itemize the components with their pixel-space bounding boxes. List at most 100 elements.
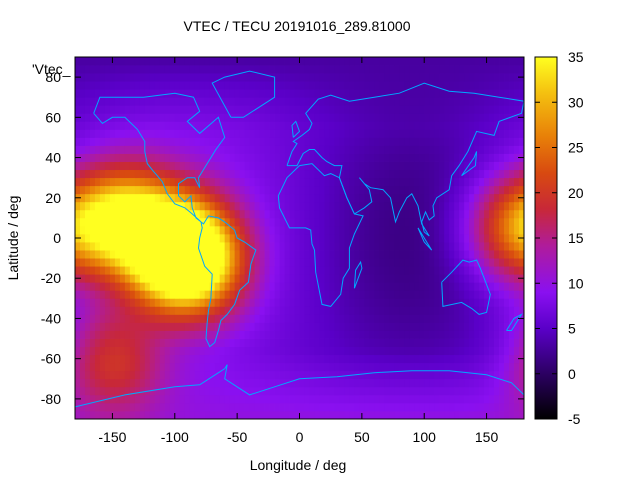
heatmap-cell (84, 145, 91, 154)
heatmap-cell (204, 233, 211, 243)
heatmap-cell (99, 314, 106, 323)
heatmap-cell (339, 137, 345, 146)
heatmap-cell (109, 266, 116, 275)
heatmap-cell (159, 217, 166, 227)
heatmap-cell (164, 402, 171, 412)
heatmap-cell (489, 322, 495, 331)
heatmap-cell (269, 338, 275, 347)
heatmap-cell (339, 354, 345, 364)
heatmap-cell (379, 73, 385, 82)
heatmap-cell (364, 57, 370, 66)
heatmap-cell (409, 185, 415, 195)
heatmap-cell (504, 306, 510, 315)
heatmap-cell (419, 410, 425, 420)
heatmap-cell (244, 169, 251, 179)
heatmap-cell (359, 193, 365, 203)
heatmap-cell (209, 386, 216, 396)
heatmap-cell (269, 217, 275, 227)
heatmap-cell (169, 378, 176, 388)
heatmap-cell (299, 362, 305, 372)
heatmap-cell (79, 57, 86, 66)
heatmap-cell (94, 193, 101, 203)
heatmap-cell (224, 322, 231, 331)
heatmap-cell (469, 121, 475, 130)
heatmap-cell (184, 346, 191, 356)
heatmap-cell (189, 298, 196, 307)
heatmap-cell (414, 282, 420, 291)
heatmap-cell (224, 193, 231, 203)
heatmap-cell (504, 129, 510, 138)
heatmap-cell (119, 89, 126, 98)
heatmap-cell (239, 233, 246, 243)
heatmap-cell (259, 410, 265, 420)
heatmap-cell (89, 258, 96, 267)
heatmap-cell (75, 57, 81, 66)
heatmap-cell (254, 306, 260, 315)
heatmap-cell (494, 274, 500, 283)
heatmap-cell (424, 386, 430, 396)
y-tick-label: 0 (53, 230, 61, 246)
heatmap-cell (114, 217, 121, 227)
heatmap-cell (189, 185, 196, 195)
heatmap-cell (274, 242, 280, 251)
heatmap-cell (169, 322, 176, 331)
heatmap-cell (324, 298, 330, 307)
heatmap-cell (399, 386, 405, 396)
heatmap-cell (214, 362, 221, 372)
heatmap-cell (449, 386, 455, 396)
heatmap-cell (414, 89, 420, 98)
heatmap-cell (194, 81, 201, 90)
heatmap-cell (184, 137, 191, 146)
heatmap-cell (134, 298, 141, 307)
heatmap-cell (209, 225, 216, 235)
heatmap-cell (479, 193, 485, 203)
heatmap-cell (139, 378, 146, 388)
heatmap-cell (179, 298, 186, 307)
heatmap-cell (304, 81, 310, 90)
heatmap-cell (434, 161, 440, 171)
heatmap-cell (244, 177, 251, 187)
heatmap-cell (519, 105, 525, 114)
heatmap-cell (84, 330, 91, 339)
heatmap-cell (504, 330, 510, 339)
heatmap-cell (454, 354, 460, 364)
heatmap-cell (129, 370, 136, 380)
heatmap-cell (259, 121, 265, 130)
heatmap-cell (164, 354, 171, 364)
heatmap-cell (154, 145, 161, 154)
heatmap-cell (119, 410, 126, 420)
heatmap-cell (254, 177, 260, 187)
heatmap-cell (329, 306, 335, 315)
heatmap-cell (89, 105, 96, 114)
heatmap-cell (159, 113, 166, 122)
heatmap-cell (169, 330, 176, 339)
heatmap-cell (349, 394, 355, 404)
heatmap-cell (299, 266, 305, 275)
heatmap-cell (284, 65, 290, 74)
heatmap-cell (444, 346, 450, 356)
heatmap-cell (309, 282, 315, 291)
heatmap-cell (499, 250, 505, 259)
heatmap-cell (124, 362, 131, 372)
heatmap-cell (104, 97, 111, 106)
heatmap-cell (409, 169, 415, 179)
heatmap-cell (359, 209, 365, 219)
heatmap-cell (194, 169, 201, 179)
heatmap-cell (369, 370, 375, 380)
heatmap-cell (114, 290, 121, 299)
heatmap-cell (454, 169, 460, 179)
heatmap-cell (474, 274, 480, 283)
heatmap-cell (499, 330, 505, 339)
heatmap-cell (469, 258, 475, 267)
heatmap-cell (229, 121, 236, 130)
heatmap-cell (344, 314, 350, 323)
heatmap-cell (314, 378, 320, 388)
heatmap-cell (414, 97, 420, 106)
heatmap-cell (169, 153, 176, 162)
heatmap-cell (449, 354, 455, 364)
heatmap-cell (174, 322, 181, 331)
heatmap-cell (269, 250, 275, 259)
heatmap-cell (464, 113, 470, 122)
heatmap-cell (509, 73, 515, 82)
heatmap-cell (389, 225, 395, 235)
